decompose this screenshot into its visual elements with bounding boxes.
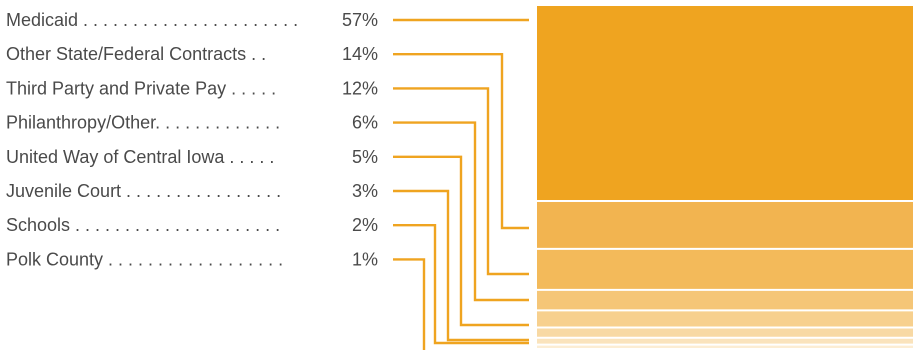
- bar-segment: [537, 6, 913, 201]
- leader-connector: [393, 189, 529, 342]
- leader-connector: [393, 53, 529, 230]
- stacked-bar: [537, 6, 913, 348]
- value-label: 2%: [352, 215, 378, 235]
- bar-segment: [537, 289, 913, 311]
- leader-connector: [393, 155, 529, 327]
- leader-connector: [393, 258, 426, 350]
- value-label: 14%: [342, 44, 378, 64]
- label-group: Medicaid . . . . . . . . . . . . . . . .…: [6, 10, 378, 269]
- category-label: Other State/Federal Contracts . .: [6, 44, 266, 64]
- category-label: Schools . . . . . . . . . . . . . . . . …: [6, 215, 280, 235]
- bar-segment: [537, 327, 913, 338]
- value-label: 5%: [352, 147, 378, 167]
- category-label: Juvenile Court . . . . . . . . . . . . .…: [6, 181, 281, 201]
- bar-segment: [537, 200, 913, 249]
- category-label: Third Party and Private Pay . . . . .: [6, 78, 276, 98]
- bar-segment: [537, 248, 913, 290]
- leader-connector: [393, 87, 529, 276]
- bar-segment: [537, 337, 913, 345]
- value-label: 1%: [352, 249, 378, 269]
- bar-segment: [537, 344, 913, 348]
- bar-segment: [537, 310, 913, 328]
- category-label: Medicaid . . . . . . . . . . . . . . . .…: [6, 10, 298, 30]
- value-label: 12%: [342, 78, 378, 98]
- leader-connector: [393, 121, 529, 302]
- value-label: 57%: [342, 10, 378, 30]
- category-label: United Way of Central Iowa . . . . .: [6, 147, 274, 167]
- value-label: 3%: [352, 181, 378, 201]
- category-label: Philanthropy/Other. . . . . . . . . . . …: [6, 113, 280, 133]
- category-label: Polk County . . . . . . . . . . . . . . …: [6, 249, 283, 269]
- leader-connector: [393, 224, 529, 345]
- value-label: 6%: [352, 113, 378, 133]
- connector-group: [393, 18, 529, 350]
